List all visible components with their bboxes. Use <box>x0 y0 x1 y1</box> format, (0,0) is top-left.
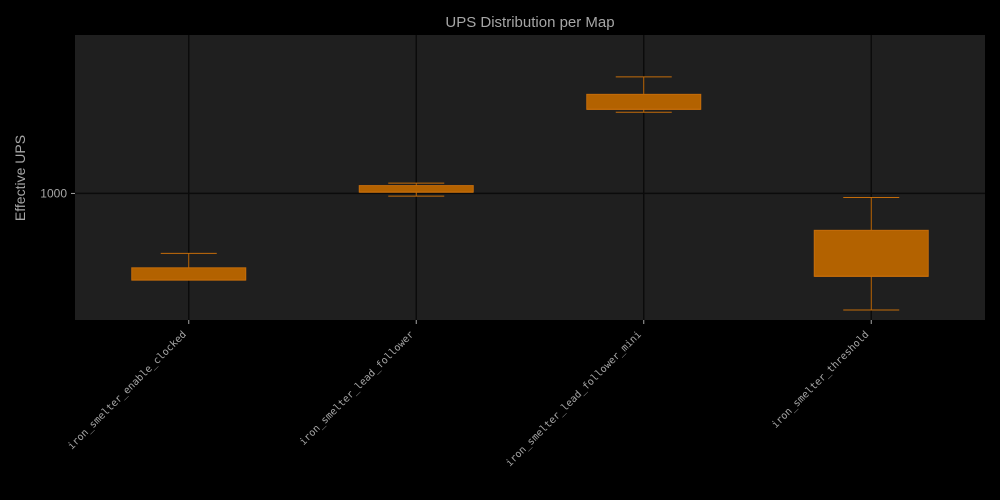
box-iron_smelter_enable_clocked <box>131 252 247 281</box>
box-iron_smelter_lead_follower <box>358 182 474 197</box>
iqr-box <box>586 93 702 110</box>
y-tick-layer: 1000 <box>40 186 75 200</box>
iqr-box <box>358 185 474 193</box>
iqr-box <box>131 267 247 281</box>
y-axis-label: Effective UPS <box>12 135 28 221</box>
y-tick-label: 1000 <box>40 186 67 200</box>
box-iron_smelter_threshold <box>813 197 929 311</box>
box-layer <box>131 76 929 311</box>
chart-title: UPS Distribution per Map <box>445 14 614 31</box>
iqr-box <box>813 229 929 277</box>
box-iron_smelter_lead_follower_mini <box>586 76 702 113</box>
